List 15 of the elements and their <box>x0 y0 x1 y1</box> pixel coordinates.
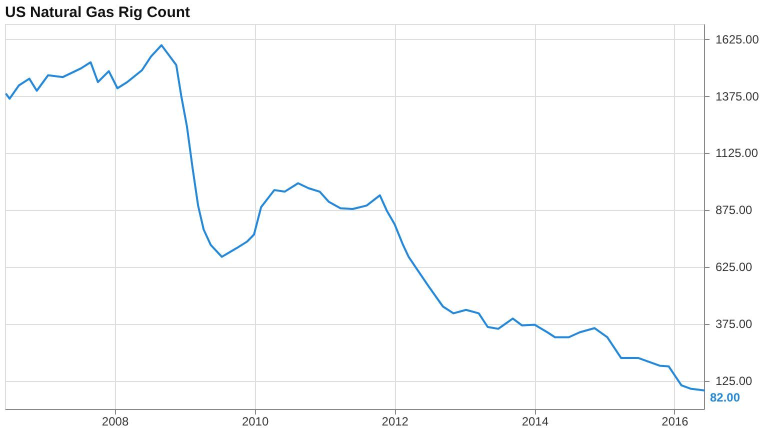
y-tick-label: 625.00 <box>716 260 753 274</box>
annotation: 82.00 <box>710 390 740 404</box>
y-tick-label: 1125.00 <box>716 146 758 160</box>
y-tick-label: 375.00 <box>716 317 753 332</box>
y-tick-label: 1375.00 <box>716 89 760 104</box>
x-tick-label: 2010 <box>242 414 269 428</box>
x-tick-label: 2008 <box>102 414 129 428</box>
chart-title: US Natural Gas Rig Count <box>5 4 190 21</box>
x-tick-label: 2012 <box>382 414 409 428</box>
y-tick-label: 875.00 <box>716 203 753 218</box>
x-tick-label: 2014 <box>522 414 549 428</box>
y-tick-label: 125.00 <box>716 374 753 388</box>
y-tick-label: 1625.00 <box>716 32 760 46</box>
line-series <box>5 44 705 392</box>
x-tick-label: 2016 <box>662 414 689 428</box>
